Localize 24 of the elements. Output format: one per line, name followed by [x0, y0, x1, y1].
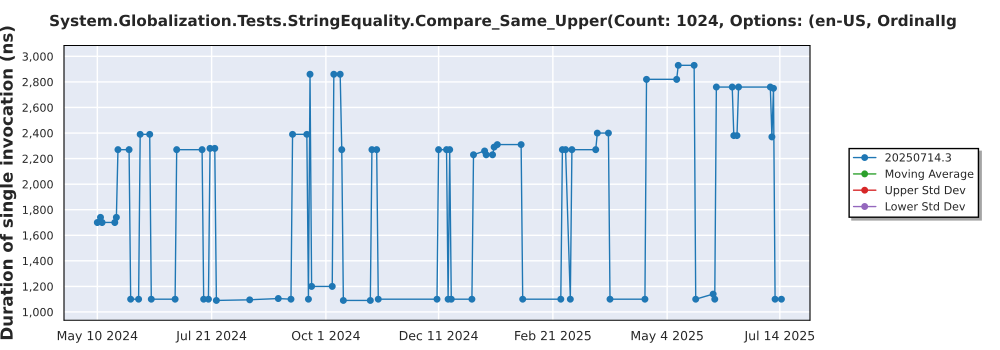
y-tick-label: 2,600	[22, 103, 53, 113]
y-tick-label: 2,400	[22, 129, 53, 139]
y-tick-label: 1,000	[22, 308, 53, 318]
legend-label: 20250714.3	[885, 153, 951, 162]
chart-title: System.Globalization.Tests.StringEquality.Compare_Same_Upper(Count: 1024, Options: (en-US, OrdinalIg	[50, 14, 956, 30]
x-tick-label: May 10 2024	[58, 330, 138, 343]
y-tick-label: 1,200	[22, 282, 53, 292]
y-axis-title: Duration of single invocation (ns)	[0, 26, 16, 340]
y-tick-label: 3,000	[22, 52, 53, 62]
x-tick-label: Dec 11 2024	[400, 330, 478, 340]
y-tick-label: 2,200	[22, 154, 53, 164]
x-tick-label: Feb 21 2025	[515, 330, 591, 340]
legend-label: Lower Std Dev	[886, 202, 966, 211]
x-tick-label: Jul 21 2024	[176, 330, 246, 343]
x-tick-label: Oct 1 2024	[292, 330, 360, 340]
y-tick-label: 1,600	[22, 231, 53, 241]
y-tick-label: 1,400	[22, 256, 53, 266]
y-tick-label: 1,800	[22, 206, 53, 216]
x-tick-label: May 4 2025	[632, 330, 703, 343]
y-tick-label: 2,000	[22, 180, 53, 190]
legend-label: Moving Average	[886, 169, 974, 180]
legend-label: Upper Std Dev	[886, 186, 966, 196]
x-tick-label: Jul 14 2025	[744, 330, 814, 343]
y-tick-label: 2,800	[22, 78, 53, 88]
